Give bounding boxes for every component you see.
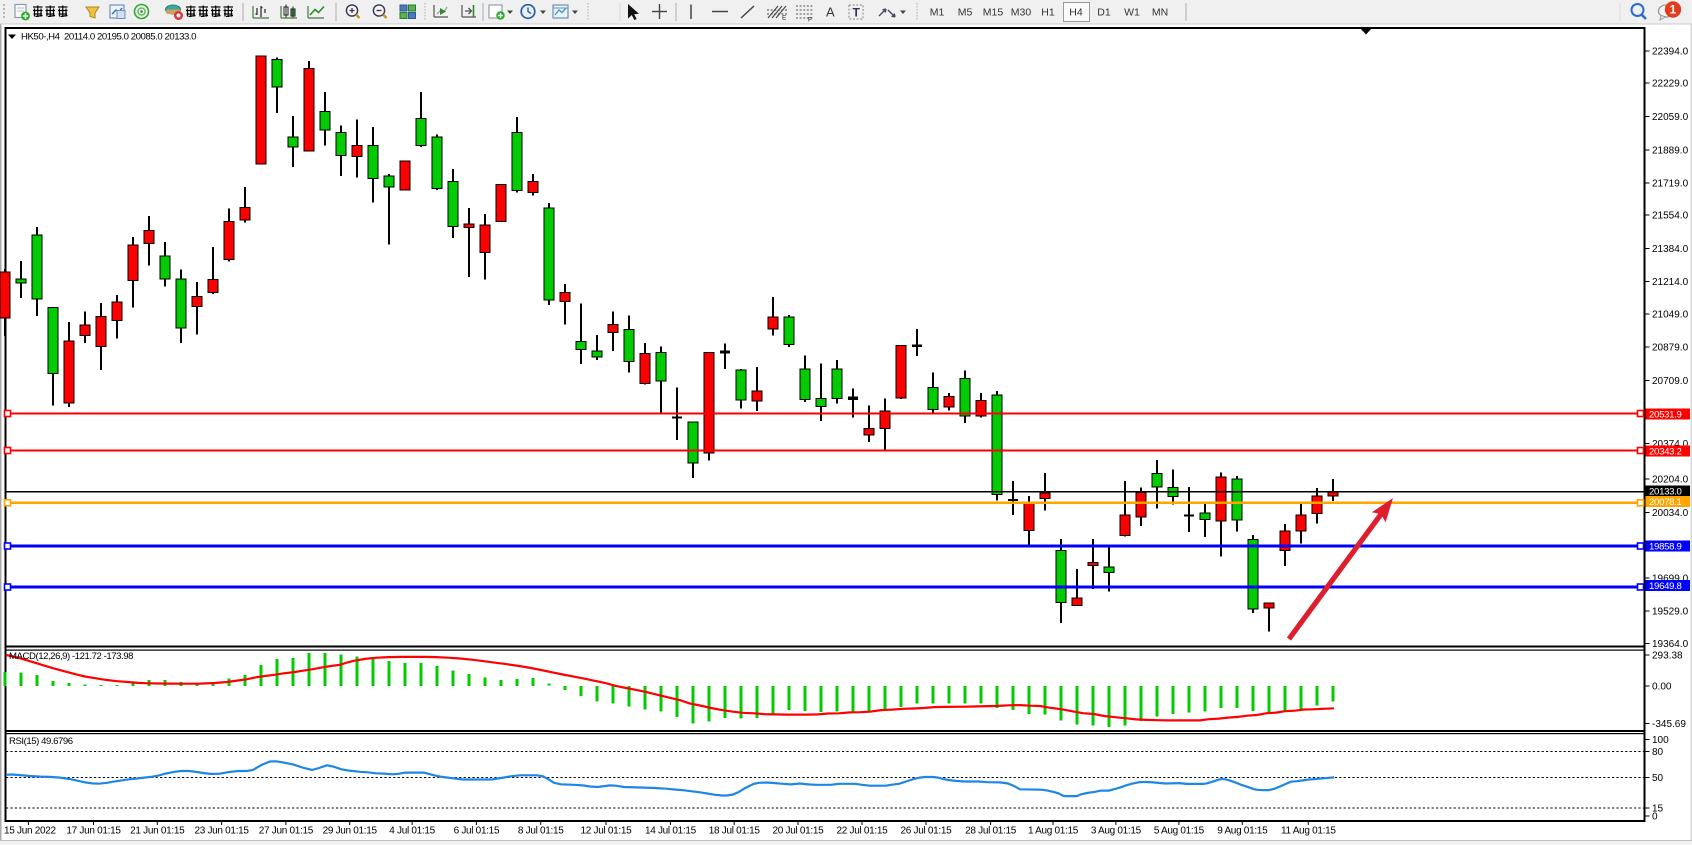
svg-text:20343.2: 20343.2 bbox=[1649, 447, 1682, 458]
svg-text:20879.0: 20879.0 bbox=[1652, 343, 1689, 354]
svg-text:21719.0: 21719.0 bbox=[1652, 179, 1689, 190]
svg-text:19649.8: 19649.8 bbox=[1649, 581, 1682, 592]
svg-text:21214.0: 21214.0 bbox=[1652, 277, 1689, 288]
svg-text:20531.9: 20531.9 bbox=[1649, 410, 1682, 421]
svg-text:M5: M5 bbox=[958, 7, 973, 19]
svg-text:-345.69: -345.69 bbox=[1652, 719, 1686, 730]
svg-text:12 Jul 01:15: 12 Jul 01:15 bbox=[581, 826, 633, 837]
svg-text:T: T bbox=[853, 6, 861, 20]
svg-text:M1: M1 bbox=[930, 7, 945, 19]
svg-text:15 Jun 2022: 15 Jun 2022 bbox=[4, 826, 56, 837]
svg-text:19364.0: 19364.0 bbox=[1652, 639, 1689, 650]
svg-text:19699.0: 19699.0 bbox=[1652, 574, 1689, 585]
svg-text:E: E bbox=[782, 15, 787, 22]
svg-text:27 Jun 01:15: 27 Jun 01:15 bbox=[259, 826, 314, 837]
svg-text:29 Jun 01:15: 29 Jun 01:15 bbox=[323, 826, 378, 837]
svg-text:22229.0: 22229.0 bbox=[1652, 79, 1689, 90]
svg-text:21554.0: 21554.0 bbox=[1652, 211, 1689, 222]
svg-text:8 Jul 01:15: 8 Jul 01:15 bbox=[518, 826, 564, 837]
svg-text:28 Jul 01:15: 28 Jul 01:15 bbox=[965, 826, 1017, 837]
svg-text:A: A bbox=[826, 5, 835, 20]
svg-text:F: F bbox=[808, 17, 812, 24]
svg-text:80: 80 bbox=[1652, 747, 1664, 758]
svg-text:6 Jul 01:15: 6 Jul 01:15 bbox=[454, 826, 500, 837]
svg-text:50: 50 bbox=[1652, 773, 1664, 784]
svg-text:19858.9: 19858.9 bbox=[1649, 542, 1682, 553]
svg-text:15: 15 bbox=[1652, 804, 1664, 815]
svg-text:M15: M15 bbox=[983, 7, 1004, 19]
svg-text:5 Aug 01:15: 5 Aug 01:15 bbox=[1154, 826, 1205, 837]
svg-text:22 Jul 01:15: 22 Jul 01:15 bbox=[837, 826, 889, 837]
svg-text:19529.0: 19529.0 bbox=[1652, 607, 1689, 618]
svg-text:D1: D1 bbox=[1097, 7, 1111, 19]
svg-text:21889.0: 21889.0 bbox=[1652, 146, 1689, 157]
svg-text:21384.0: 21384.0 bbox=[1652, 244, 1689, 255]
svg-text:20709.0: 20709.0 bbox=[1652, 376, 1689, 387]
svg-text:9 Aug 01:15: 9 Aug 01:15 bbox=[1217, 826, 1268, 837]
svg-text:18 Jul 01:15: 18 Jul 01:15 bbox=[709, 826, 761, 837]
svg-text:4 Jul 01:15: 4 Jul 01:15 bbox=[389, 826, 435, 837]
svg-text:22394.0: 22394.0 bbox=[1652, 47, 1689, 58]
svg-text:22059.0: 22059.0 bbox=[1652, 112, 1689, 123]
svg-text:20034.0: 20034.0 bbox=[1652, 508, 1689, 519]
svg-text:26 Jul 01:15: 26 Jul 01:15 bbox=[901, 826, 953, 837]
svg-text:14 Jul 01:15: 14 Jul 01:15 bbox=[645, 826, 697, 837]
svg-text:1: 1 bbox=[1670, 3, 1677, 17]
svg-text:21049.0: 21049.0 bbox=[1652, 310, 1689, 321]
svg-text:W1: W1 bbox=[1124, 7, 1140, 19]
svg-text:20 Jul 01:15: 20 Jul 01:15 bbox=[773, 826, 825, 837]
svg-text:M30: M30 bbox=[1011, 7, 1032, 19]
svg-text:23 Jun 01:15: 23 Jun 01:15 bbox=[194, 826, 249, 837]
svg-text:MACD(12,26,9) -121.72 -173.98: MACD(12,26,9) -121.72 -173.98 bbox=[9, 651, 133, 662]
svg-text:0.00: 0.00 bbox=[1652, 682, 1672, 693]
svg-text:100: 100 bbox=[1652, 735, 1669, 746]
svg-text:0: 0 bbox=[1652, 812, 1658, 823]
svg-text:20374.0: 20374.0 bbox=[1652, 439, 1689, 450]
svg-text:MN: MN bbox=[1152, 7, 1168, 19]
svg-text:21 Jun 01:15: 21 Jun 01:15 bbox=[130, 826, 185, 837]
svg-text:H4: H4 bbox=[1069, 7, 1083, 19]
svg-text:293.38: 293.38 bbox=[1652, 651, 1683, 662]
svg-text:H1: H1 bbox=[1041, 7, 1055, 19]
svg-text:20133.0: 20133.0 bbox=[1649, 487, 1682, 498]
svg-text:RSI(15) 49.6796: RSI(15) 49.6796 bbox=[9, 736, 73, 747]
svg-text:1 Aug 01:15: 1 Aug 01:15 bbox=[1028, 826, 1079, 837]
svg-text:11 Aug 01:15: 11 Aug 01:15 bbox=[1281, 826, 1336, 837]
svg-text:HK50-,H4 20114.0 20195.0 2008: HK50-,H4 20114.0 20195.0 20085.0 20133.0 bbox=[21, 32, 196, 43]
svg-text:20078.1: 20078.1 bbox=[1649, 497, 1682, 508]
svg-text:20204.0: 20204.0 bbox=[1652, 475, 1689, 486]
svg-text:3 Aug 01:15: 3 Aug 01:15 bbox=[1091, 826, 1142, 837]
svg-text:17 Jun 01:15: 17 Jun 01:15 bbox=[66, 826, 121, 837]
